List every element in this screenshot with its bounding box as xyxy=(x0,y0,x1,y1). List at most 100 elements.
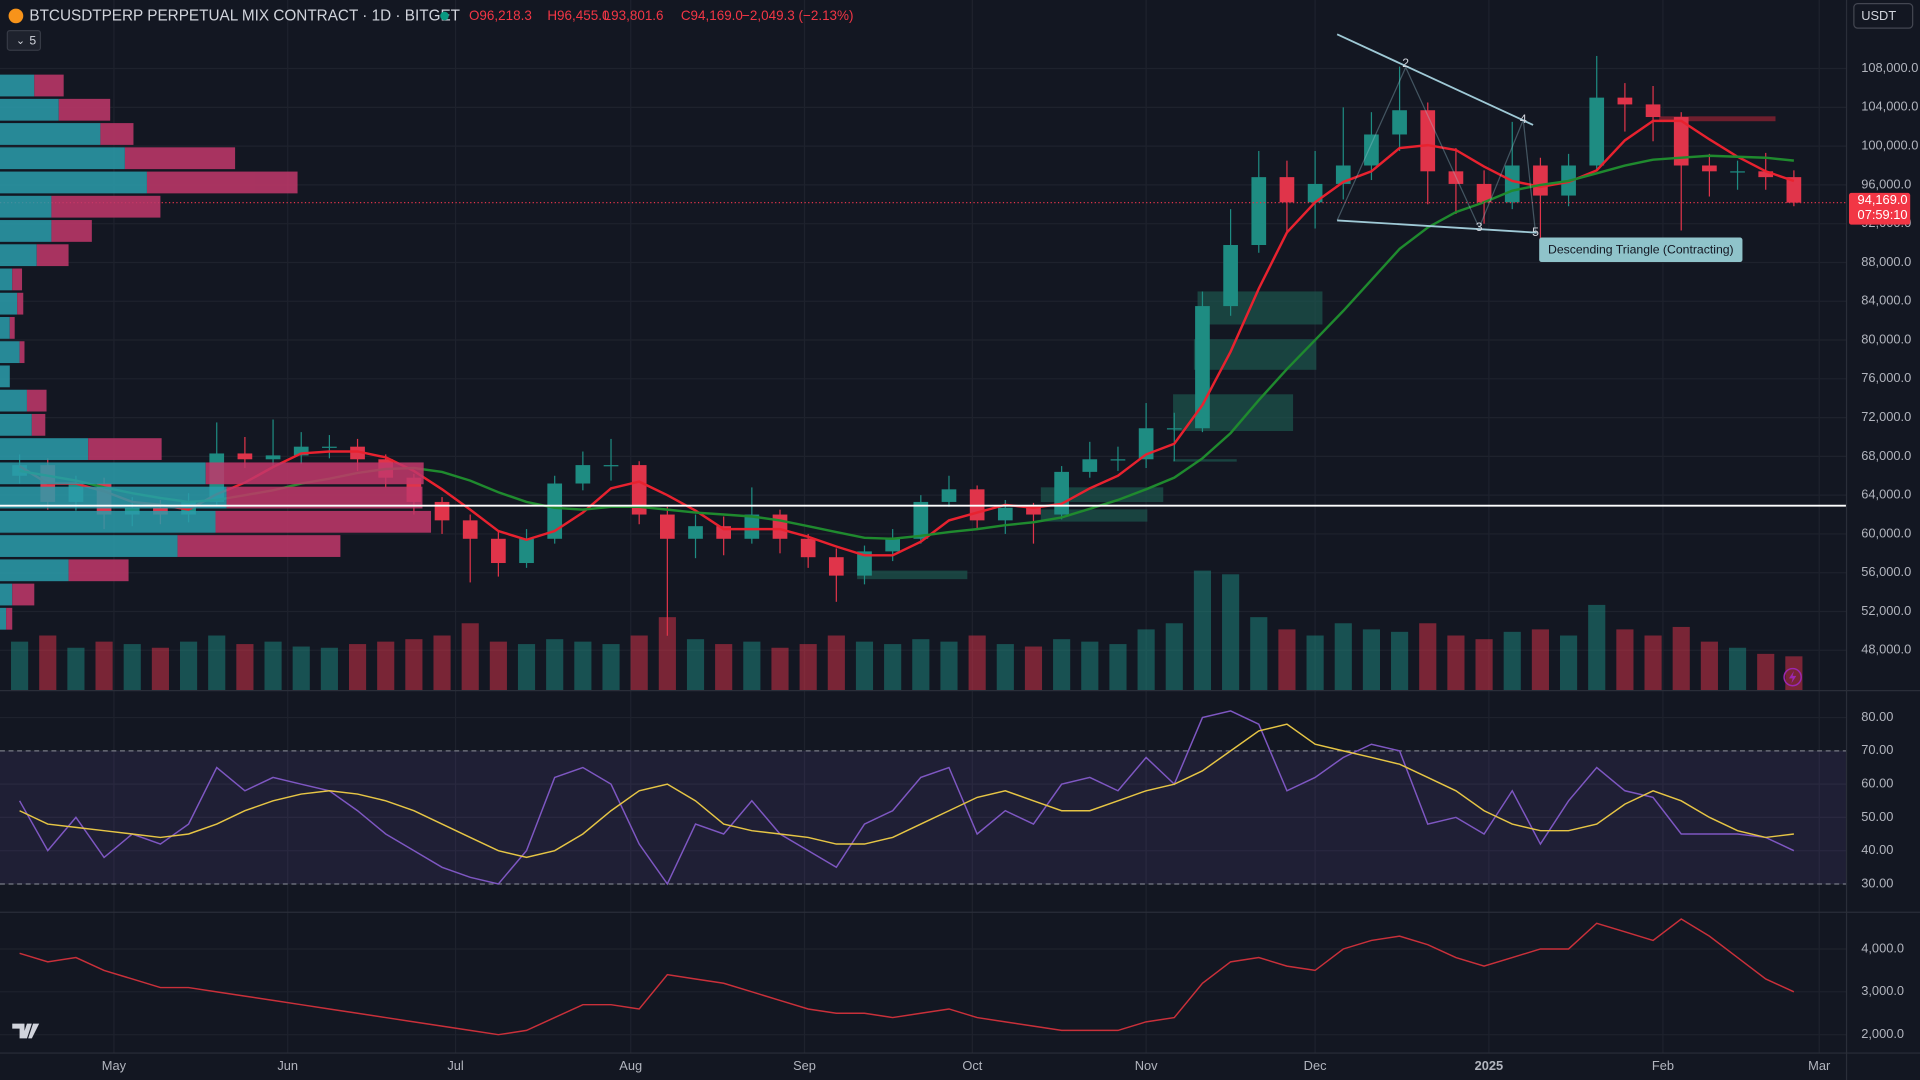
ohlc-close: C94,169.0 xyxy=(681,8,743,23)
profile-up xyxy=(0,74,35,97)
profile-up xyxy=(0,317,10,339)
volume-bar xyxy=(1193,570,1212,691)
profile-down xyxy=(34,74,64,97)
zones xyxy=(857,116,1776,580)
volume-bar xyxy=(546,639,564,691)
x-tick-label: Jun xyxy=(277,1058,298,1073)
profile-up xyxy=(0,341,20,364)
profile-up xyxy=(0,220,52,242)
candle-body xyxy=(828,557,844,576)
profile-down xyxy=(51,220,92,242)
volume-bar xyxy=(1024,646,1043,691)
volume xyxy=(11,570,1803,691)
x-tick-label: Dec xyxy=(1304,1058,1327,1073)
pattern-label-box xyxy=(1539,237,1743,263)
candle-body xyxy=(1110,459,1126,461)
volume-bar xyxy=(743,641,761,691)
candle-body xyxy=(997,507,1013,521)
y-tick-label: 88,000.0 xyxy=(1861,254,1911,269)
profile-up xyxy=(0,98,59,121)
logo xyxy=(12,1023,40,1039)
volume-bar xyxy=(658,617,676,691)
profile-up xyxy=(0,607,7,630)
profile-up xyxy=(0,268,13,291)
rsi-line xyxy=(18,710,1795,886)
countdown: 07:59:10 xyxy=(1858,207,1908,222)
y-tick-label: 72,000.0 xyxy=(1861,409,1911,424)
profile-down xyxy=(17,292,24,315)
volume-bar xyxy=(602,644,620,691)
zone xyxy=(857,570,968,580)
candle-body xyxy=(688,526,703,539)
pattern-line xyxy=(1337,219,1537,234)
candle-body xyxy=(1195,306,1210,429)
volume-bar xyxy=(348,644,367,691)
volume-bar xyxy=(771,647,789,691)
y-tick-label: 2,000.0 xyxy=(1861,1026,1904,1041)
volume-bar xyxy=(151,647,169,691)
volume-bar xyxy=(377,641,395,691)
profile-up xyxy=(0,195,52,218)
candle-body xyxy=(1082,459,1098,472)
y-tick-label: 4,000.0 xyxy=(1861,940,1904,955)
volume-bar xyxy=(1588,604,1606,691)
toggle-caret: ⌄ xyxy=(16,35,25,47)
candle-body xyxy=(1138,428,1154,460)
zone xyxy=(1173,394,1294,432)
indicator-line xyxy=(19,918,1795,1036)
volume-bar xyxy=(855,641,874,691)
profile-up xyxy=(0,147,125,170)
volume-bar xyxy=(1447,635,1465,691)
volume-bar xyxy=(1334,623,1352,691)
profile-down xyxy=(12,268,23,291)
volume-bar xyxy=(940,641,958,691)
volume-bar xyxy=(292,646,310,691)
volume-bar xyxy=(968,635,986,691)
candle-body xyxy=(660,514,675,539)
volume-bar xyxy=(630,635,648,691)
pattern-label: Descending Triangle (Contracting) xyxy=(1548,243,1734,257)
volume-bar xyxy=(95,641,113,691)
profile-down xyxy=(51,195,161,218)
alert-icon[interactable] xyxy=(1783,667,1802,687)
candle-body xyxy=(1758,171,1774,178)
volume-bar xyxy=(1137,629,1155,691)
currency: USDT xyxy=(1861,8,1896,23)
volume-bar xyxy=(320,647,338,691)
currency-button[interactable] xyxy=(1853,3,1914,29)
header: BTCUSDTPERP PERPETUAL MIX CONTRACT · 1D … xyxy=(6,3,1914,1039)
volume-bar xyxy=(123,644,141,691)
volume-bar xyxy=(715,644,733,691)
interval-toggle[interactable] xyxy=(6,30,42,51)
candle-body xyxy=(1251,177,1267,246)
profile-down xyxy=(124,147,236,170)
candle-body xyxy=(941,489,957,502)
candle-body xyxy=(772,514,788,539)
volume-bar xyxy=(1109,644,1127,691)
candle-body xyxy=(322,446,337,448)
profile-down xyxy=(6,607,13,630)
volume-bar xyxy=(1419,623,1437,691)
volume-bar xyxy=(1250,617,1268,691)
candle-body xyxy=(237,453,253,460)
moving-average xyxy=(18,119,1795,557)
volume-bar xyxy=(1700,641,1718,691)
candle-body xyxy=(1617,97,1633,105)
candle-body xyxy=(547,483,563,539)
candle-body xyxy=(575,465,591,484)
profile-down xyxy=(146,171,298,194)
x-tick-label: May xyxy=(102,1058,127,1073)
y-tick-label: 30.00 xyxy=(1861,875,1893,890)
candle-body xyxy=(1448,171,1464,184)
profile-up xyxy=(0,292,18,315)
y-tick-label: 80.00 xyxy=(1861,709,1893,724)
profile-down xyxy=(205,462,424,485)
candle-body xyxy=(1504,165,1520,203)
pattern-point: 3 xyxy=(1476,220,1483,234)
profile-down xyxy=(31,413,46,436)
ohlc-open: O96,218.3 xyxy=(469,8,532,23)
y-tick-label: 108,000.0 xyxy=(1861,60,1918,75)
volume-bar xyxy=(11,641,29,691)
alert-icon-bolt xyxy=(1788,671,1797,684)
